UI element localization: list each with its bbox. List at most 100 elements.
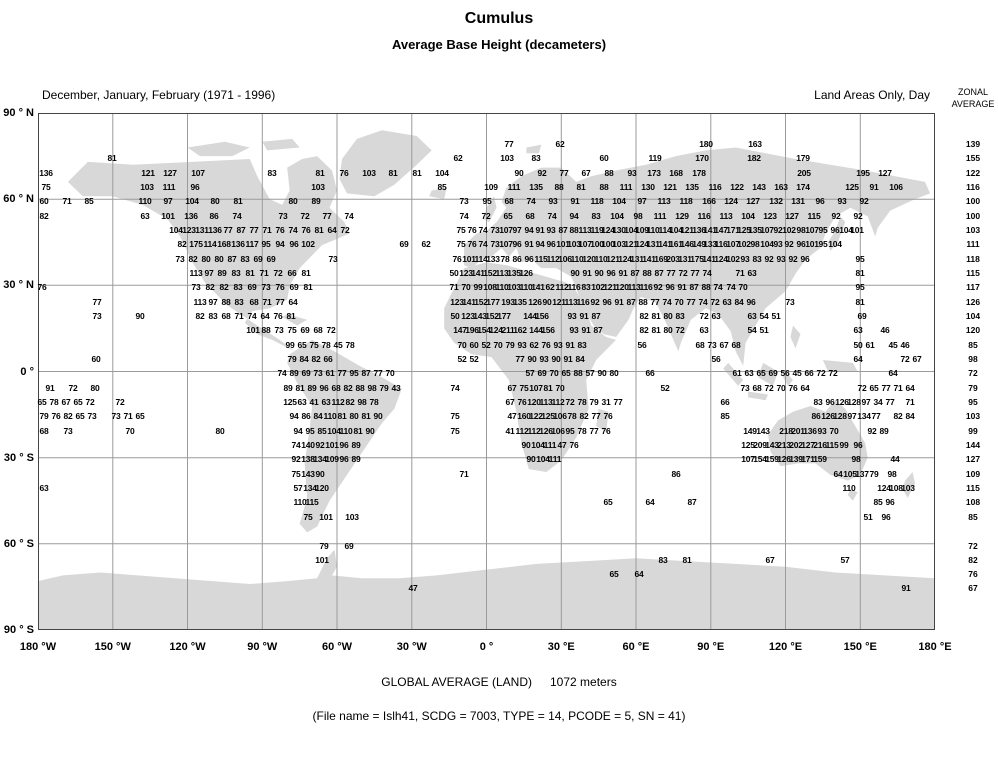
data-value: 72 (764, 383, 774, 393)
island-iceland (429, 187, 447, 200)
data-value: 66 (323, 354, 333, 364)
zonal-header-line1: ZONAL (957, 87, 988, 97)
data-value: 47 (408, 583, 418, 593)
data-value: 125 (541, 411, 555, 421)
data-value: 71 (735, 268, 745, 278)
data-value: 82 (188, 254, 198, 264)
x-tick-label: 180 °W (19, 641, 57, 653)
data-value: 78 (577, 426, 587, 436)
data-value: 79 (505, 340, 515, 350)
data-value: 131 (630, 254, 644, 264)
data-value: 81 (651, 311, 661, 321)
data-value: 112 (555, 282, 569, 292)
data-value: 92 (788, 254, 798, 264)
data-value: 182 (747, 153, 761, 163)
data-value: 75 (456, 239, 466, 249)
zonal-average-value: 67 (968, 583, 978, 593)
data-value: 141 (702, 254, 716, 264)
data-value: 93 (517, 340, 527, 350)
data-value: 141 (462, 297, 476, 307)
data-value: 64 (645, 497, 655, 507)
data-value: 110 (842, 483, 856, 493)
data-value: 131 (646, 239, 660, 249)
data-value: 201 (791, 426, 805, 436)
data-value: 73 (490, 239, 500, 249)
zonal-average-value: 127 (965, 454, 981, 464)
data-value: 82 (177, 239, 187, 249)
data-value: 90 (597, 368, 607, 378)
data-value: 109 (484, 182, 498, 192)
data-value: 94 (289, 411, 299, 421)
data-value: 73 (261, 282, 271, 292)
data-value: 57 (585, 368, 595, 378)
x-tick-label: 60 °W (321, 641, 353, 653)
data-value: 149 (692, 239, 706, 249)
data-value: 83 (240, 254, 250, 264)
data-value: 72 (565, 397, 575, 407)
data-value: 81 (286, 311, 296, 321)
data-value: 76 (788, 383, 798, 393)
data-value: 69 (247, 282, 257, 292)
data-value: 63 (699, 325, 709, 335)
x-tick-label: 0 ° (479, 641, 494, 653)
data-value: 126 (777, 454, 791, 464)
zonal-average-value: 79 (968, 383, 978, 393)
data-value: 128 (833, 411, 847, 421)
data-value: 85 (437, 182, 447, 192)
data-value: 75 (287, 325, 297, 335)
data-value: 107 (741, 454, 755, 464)
data-value: 92 (537, 168, 547, 178)
data-value: 72 (675, 325, 685, 335)
data-value: 87 (654, 268, 664, 278)
data-value: 82 (219, 282, 229, 292)
data-value: 68 (752, 383, 762, 393)
data-value: 78 (500, 254, 510, 264)
data-value: 84 (575, 354, 585, 364)
data-value: 124 (618, 254, 632, 264)
data-value: 115 (807, 211, 821, 221)
data-value: 74 (459, 211, 469, 221)
data-value: 79 (589, 397, 599, 407)
x-tick-label: 120 °W (169, 641, 206, 653)
data-value: 102 (782, 225, 796, 235)
data-value: 119 (648, 153, 662, 163)
data-value: 63 (747, 311, 757, 321)
x-tick-label: 180 °E (918, 641, 952, 653)
global-average-label: GLOBAL AVERAGE (LAND) (381, 675, 532, 689)
data-value: 98 (357, 397, 367, 407)
data-value: 76 (452, 254, 462, 264)
data-value: 121 (624, 239, 638, 249)
data-value: 136 (803, 426, 817, 436)
data-value: 144 (523, 311, 537, 321)
data-value: 67 (765, 555, 775, 565)
data-value: 159 (813, 454, 827, 464)
data-value: 93 (627, 168, 637, 178)
island-madagascar (596, 408, 609, 432)
data-value: 106 (553, 411, 567, 421)
data-value: 74 (726, 282, 736, 292)
data-value: 161 (669, 239, 683, 249)
data-value: 71 (905, 397, 915, 407)
data-value: 91 (579, 311, 589, 321)
data-value: 100 (601, 239, 615, 249)
data-value: 70 (776, 383, 786, 393)
data-value: 91 (618, 268, 628, 278)
data-value: 159 (765, 454, 779, 464)
data-value: 131 (678, 254, 692, 264)
data-value: 126 (539, 426, 553, 436)
data-value: 107 (726, 239, 740, 249)
data-value: 77 (690, 268, 700, 278)
data-value: 91 (563, 354, 573, 364)
data-value: 86 (671, 469, 681, 479)
data-value: 65 (135, 411, 145, 421)
data-value: 67 (505, 397, 515, 407)
data-value: 73 (92, 311, 102, 321)
data-value: 81 (855, 268, 865, 278)
data-value: 97 (208, 297, 218, 307)
data-value: 45 (888, 340, 898, 350)
data-value: 93 (773, 239, 783, 249)
data-value: 74 (478, 225, 488, 235)
data-value: 81 (315, 168, 325, 178)
data-value: 66 (720, 397, 730, 407)
